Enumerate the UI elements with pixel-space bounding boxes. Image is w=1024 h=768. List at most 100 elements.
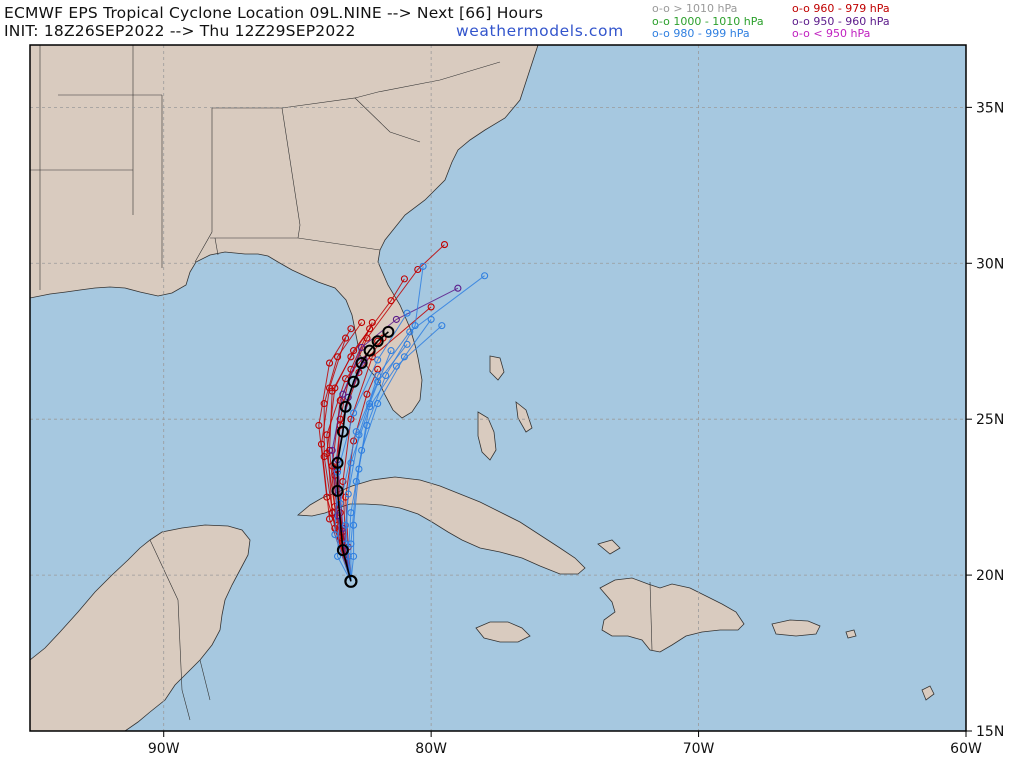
puerto-rico-land [771,619,821,637]
lat-tick-label: 25N [976,412,1004,428]
member-point [454,284,462,292]
lon-tick-label: 80W [415,741,447,757]
member-point [403,309,411,317]
member-point [414,265,422,274]
state-border [194,108,213,263]
member-point [325,515,334,523]
lesser-antilles [921,685,935,701]
map-title: ECMWF EPS Tropical Cyclone Location 09L.… [4,4,544,22]
member-point [387,347,395,355]
map-frame [29,44,967,732]
legend-entry: o-o 1000 - 1010 hPa [652,14,764,28]
member-point [347,353,355,361]
member-point [347,459,355,467]
member-point [427,303,435,311]
state-border [281,97,421,143]
virgin-islands [845,629,857,639]
member-point [315,421,323,429]
member-point [333,353,342,361]
state-border [212,107,301,239]
member-point [366,400,374,408]
member-point [374,356,382,364]
member-point [392,315,400,323]
member-point [350,521,358,529]
member-point [419,262,427,270]
member-point [481,272,489,280]
state-border [354,61,501,99]
member-point [366,325,374,333]
member-point [438,322,446,330]
bahamas-abaco [489,355,505,381]
member-point [387,297,395,305]
lon-tick-label: 90W [148,741,180,757]
lat-lon-grid [30,45,966,731]
mean-track-point [331,484,344,497]
mean-track-point [363,344,376,357]
lat-tick-label: 15N [976,724,1004,740]
state-border [210,237,381,251]
member-point [347,540,355,548]
member-point [342,334,350,342]
lat-tick-label: 35N [976,100,1004,116]
member-point [400,275,408,283]
state-border [649,581,653,651]
member-point [339,390,347,398]
mean-track-line [336,331,389,582]
member-point [331,502,339,511]
member-point [350,409,358,417]
axis-ticks: 90W 80W 70W 60W 35N 30N 25N 20N 15N [148,100,1004,757]
bahamas-eleuthera [515,401,533,433]
bahamas-inagua [597,539,621,555]
member-point [339,477,347,486]
storm-start-point [344,574,358,588]
legend-entry: o-o < 950 hPa [792,27,871,40]
member-track [334,312,408,582]
brand-watermark: weathermodels.com [456,22,624,40]
init-time: INIT: 18Z26SEP2022 --> Thu 12Z29SEP2022 [4,22,356,40]
yucatan-central-america-land [30,524,251,731]
member-point [342,521,350,529]
member-point [400,353,408,361]
member-point [427,315,435,323]
mean-track-point [336,425,349,438]
member-track [326,278,405,582]
cuba-land [296,476,586,575]
member-point [363,390,371,398]
member-point [328,387,336,395]
jamaica-land [475,621,531,643]
bahamas-andros [477,411,497,461]
ensemble-tracks [315,241,489,582]
mean-track-point [339,400,352,413]
legend-entry: o-o > 1010 hPa [652,2,738,15]
member-point [336,396,344,405]
mean-track-point [347,375,360,388]
legend-entry: o-o 950 - 960 hPa [792,14,890,28]
hispaniola-land [599,577,745,653]
member-point [358,318,366,327]
member-point [352,428,360,436]
pressure-legend-left: o-o > 1010 hPa o-o 1000 - 1010 hPa o-o 9… [652,2,764,41]
ensemble-mean-track [331,325,395,588]
member-point [382,371,390,380]
state-border [199,659,211,701]
member-point [363,421,371,429]
member-point [328,446,336,454]
member-point [336,499,344,507]
legend-entry: o-o 980 - 999 hPa [652,27,750,40]
member-point [325,359,334,367]
member-track [345,275,485,582]
member-point [411,322,419,330]
mean-track-point [336,544,349,557]
mean-track-point [371,335,384,348]
member-point [336,415,344,423]
member-point [440,241,449,249]
member-point [360,356,368,364]
legend-entry: o-o 960 - 979 hPa [792,2,890,15]
member-point [352,477,360,486]
member-point [368,318,376,327]
mean-track-point [331,456,344,469]
member-point [347,365,355,373]
lon-tick-label: 70W [683,741,715,757]
member-point [333,552,342,560]
